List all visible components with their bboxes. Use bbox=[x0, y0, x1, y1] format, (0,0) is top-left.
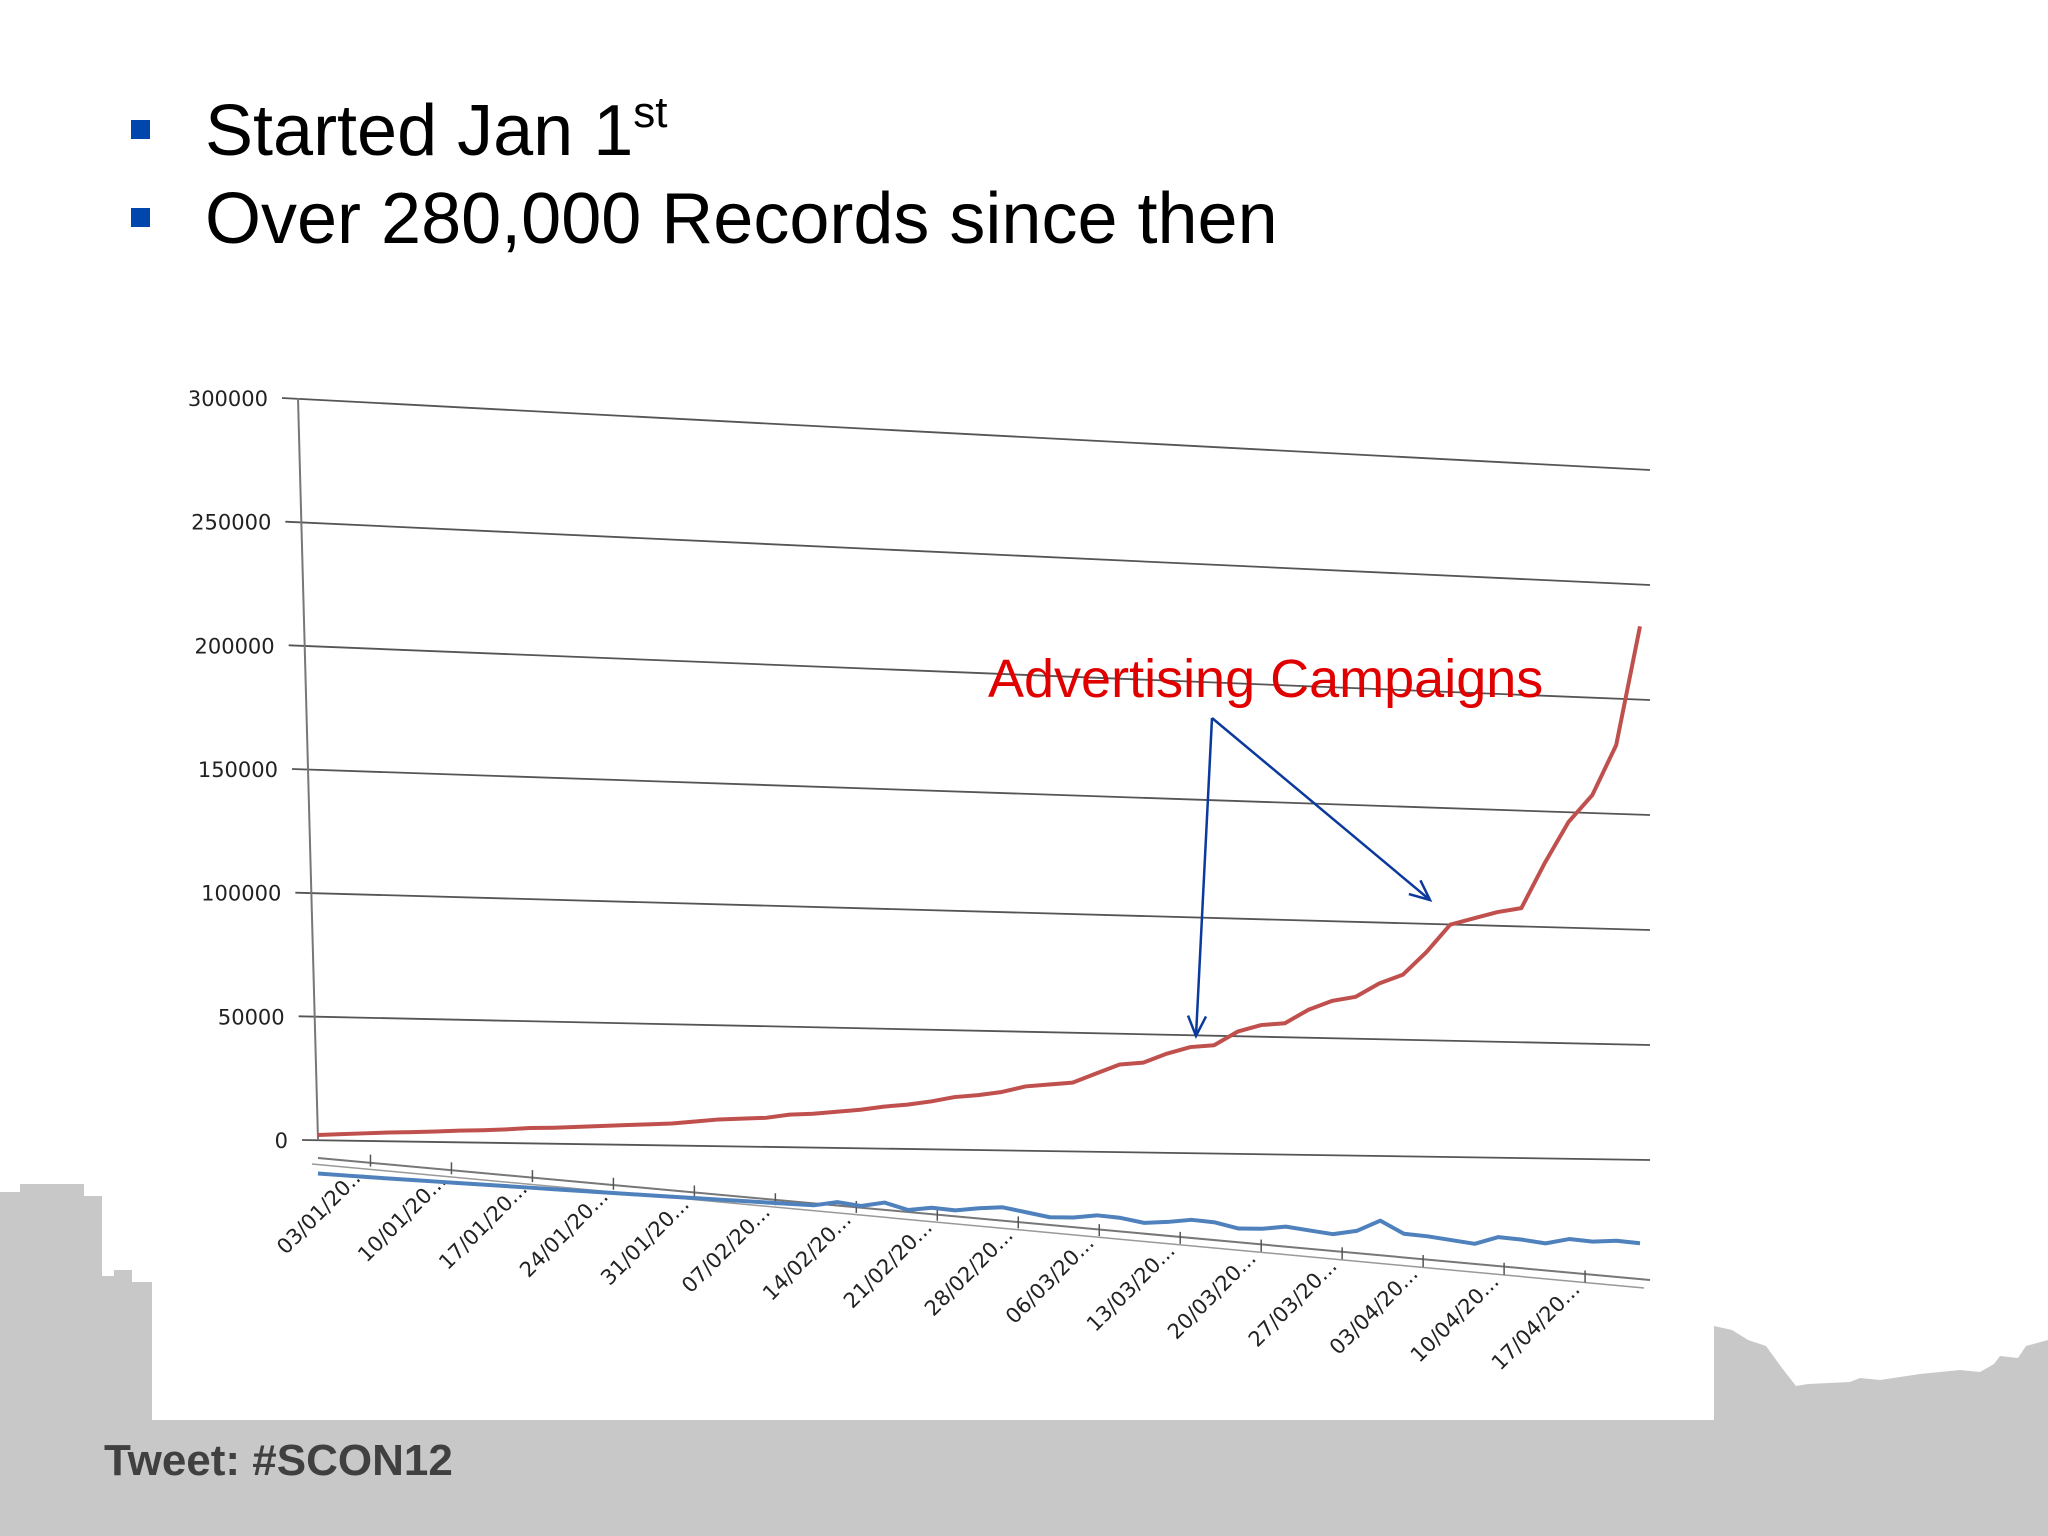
annotation-arrow bbox=[1194, 717, 1214, 1037]
y-tick-label: 300000 bbox=[188, 387, 268, 411]
gridline-100000 bbox=[295, 891, 1651, 931]
skyline-silhouette bbox=[0, 1184, 2048, 1536]
footer-hashtag: Tweet: #SCON12 bbox=[104, 1436, 453, 1485]
bullet-text: Over 280,000 Records since then bbox=[205, 179, 1278, 259]
gridline-250000 bbox=[285, 520, 1651, 586]
gridline-150000 bbox=[291, 768, 1651, 816]
records-line-chart: 0 50000 100000 150000 200000 250000 300000 03/0… bbox=[188, 387, 1651, 1375]
bullet-text: Started Jan 1st bbox=[205, 88, 668, 172]
x-tick-label: 28/02/20... bbox=[920, 1223, 1018, 1321]
y-tick-label: 50000 bbox=[218, 1005, 285, 1029]
x-tick-label: 21/02/20... bbox=[839, 1215, 937, 1313]
series-line-records bbox=[317, 626, 1642, 1138]
x-tick-label: 13/03/20... bbox=[1082, 1238, 1180, 1336]
chart-panel: 0 50000 100000 150000 200000 250000 300000 03/0… bbox=[152, 300, 1714, 1418]
square-bullet-icon bbox=[131, 208, 150, 227]
x-tick-label: 17/01/20... bbox=[434, 1177, 532, 1275]
x-tick-label: 17/04/20... bbox=[1487, 1277, 1585, 1375]
ordinal-suffix: st bbox=[633, 88, 668, 137]
y-tick-label: 150000 bbox=[198, 758, 278, 782]
x-axis-floor-line bbox=[311, 1163, 1645, 1289]
x-tick-label: 24/01/20... bbox=[515, 1184, 613, 1282]
y-tick-label: 100000 bbox=[201, 882, 281, 906]
arrowhead-icon bbox=[1186, 1015, 1208, 1040]
x-tick-label: 27/03/20... bbox=[1244, 1254, 1342, 1352]
annotation-label: Advertising Campaigns bbox=[988, 649, 1543, 709]
series-line-secondary bbox=[317, 1171, 1641, 1246]
x-tick-label: 10/04/20... bbox=[1406, 1269, 1504, 1367]
y-axis-line bbox=[297, 397, 319, 1141]
gridline-300000 bbox=[281, 397, 1651, 471]
gridline-50000 bbox=[298, 1015, 1651, 1046]
x-tick-label: 03/04/20... bbox=[1325, 1262, 1423, 1360]
x-tick-label: 31/01/20... bbox=[596, 1192, 694, 1290]
x-tick-label: 20/03/20... bbox=[1163, 1246, 1261, 1344]
x-tick-label: 14/02/20... bbox=[758, 1208, 856, 1306]
x-tick-label: 07/02/20... bbox=[677, 1200, 775, 1298]
x-tick-label: 06/03/20... bbox=[1001, 1231, 1099, 1329]
y-tick-label: 0 bbox=[275, 1129, 288, 1153]
gridline-0 bbox=[301, 1139, 1651, 1161]
gridline-200000 bbox=[288, 644, 1651, 701]
y-tick-label: 250000 bbox=[191, 511, 271, 535]
arrowhead-icon bbox=[1408, 879, 1433, 902]
square-bullet-icon bbox=[131, 120, 150, 139]
annotation-arrow bbox=[1211, 717, 1431, 901]
y-tick-label: 200000 bbox=[194, 634, 274, 658]
x-axis-line bbox=[317, 1157, 1651, 1281]
